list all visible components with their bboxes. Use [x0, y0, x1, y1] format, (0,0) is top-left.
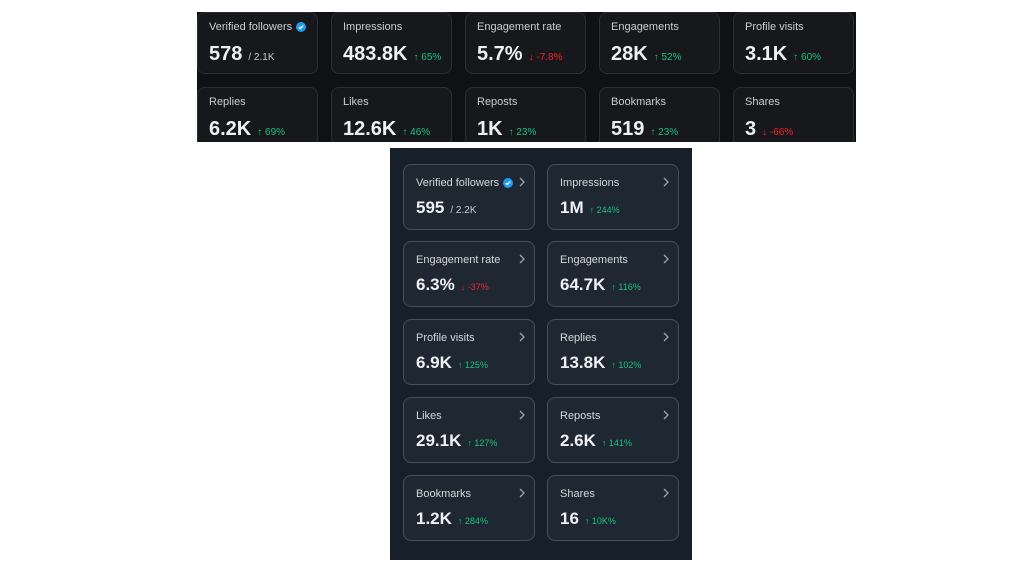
metric-label: Engagement rate	[416, 254, 501, 266]
metric-label: Shares	[560, 488, 595, 500]
chevron-right-icon	[663, 488, 669, 498]
metric-card-profile-visits[interactable]: Profile visits 3.1K ↑ 60%	[733, 12, 854, 74]
metric-label: Likes	[343, 96, 369, 108]
metric-delta: ↓ -7.8%	[528, 52, 563, 63]
metric-card-bookmarks[interactable]: Bookmarks 1.2K ↑ 284%	[403, 475, 535, 541]
metric-card-engagement-rate[interactable]: Engagement rate 6.3% ↓ -37%	[403, 241, 535, 307]
metric-value: 29.1K	[416, 431, 462, 450]
metric-delta: ↑ 23%	[508, 127, 537, 138]
metric-value: 16	[560, 509, 579, 528]
metric-total: / 2.1K	[248, 52, 275, 63]
metric-card-engagements[interactable]: Engagements 28K ↑ 52%	[599, 12, 720, 74]
metric-label: Shares	[745, 96, 780, 108]
metric-label: Verified followers	[416, 177, 500, 189]
metric-label: Reposts	[477, 96, 518, 108]
chevron-right-icon	[519, 177, 525, 187]
metric-value: 519	[611, 118, 645, 140]
metric-label: Profile visits	[745, 21, 804, 33]
metric-value: 6.2K	[209, 118, 252, 140]
verified-badge-icon	[296, 22, 307, 32]
metric-value: 3.1K	[745, 43, 788, 65]
metric-delta: ↑ 69%	[257, 127, 286, 138]
metric-value: 28K	[611, 43, 648, 65]
metric-label: Bookmarks	[611, 96, 667, 108]
metric-label: Verified followers	[209, 21, 293, 33]
metric-card-replies[interactable]: Replies 6.2K ↑ 69%	[197, 87, 318, 142]
metric-label: Replies	[560, 332, 597, 344]
chevron-right-icon	[663, 254, 669, 264]
metric-delta: ↑ 127%	[467, 438, 498, 448]
metric-card-impressions[interactable]: Impressions 483.8K ↑ 65%	[331, 12, 452, 74]
chevron-right-icon	[519, 488, 525, 498]
metric-label: Impressions	[343, 21, 403, 33]
chevron-right-icon	[519, 332, 525, 342]
metric-value: 578	[209, 43, 243, 65]
metric-card-profile-visits[interactable]: Profile visits 6.9K ↑ 125%	[403, 319, 535, 385]
metric-card-verified-followers[interactable]: Verified followers 578 / 2.1K	[197, 12, 318, 74]
metric-value: 1K	[477, 118, 503, 140]
analytics-panel-desktop: Verified followers 578 / 2.1K Impressions…	[197, 12, 856, 142]
metric-value: 64.7K	[560, 275, 606, 294]
metric-delta: ↑ 125%	[457, 360, 488, 370]
metric-label: Engagement rate	[477, 21, 562, 33]
metric-value: 595	[416, 198, 445, 217]
metric-delta: ↑ 10K%	[584, 516, 616, 526]
metric-value: 12.6K	[343, 118, 397, 140]
metric-delta: ↑ 284%	[457, 516, 488, 526]
metric-delta: ↑ 60%	[793, 52, 822, 63]
metric-card-bookmarks[interactable]: Bookmarks 519 ↑ 23%	[599, 87, 720, 142]
metric-card-impressions[interactable]: Impressions 1M ↑ 244%	[547, 164, 679, 230]
metric-label: Reposts	[560, 410, 601, 422]
metric-label: Bookmarks	[416, 488, 472, 500]
metric-label: Profile visits	[416, 332, 475, 344]
metric-delta: ↑ 65%	[413, 52, 442, 63]
metric-card-likes[interactable]: Likes 12.6K ↑ 46%	[331, 87, 452, 142]
chevron-right-icon	[663, 332, 669, 342]
metric-delta: ↑ 46%	[402, 127, 431, 138]
metric-card-verified-followers[interactable]: Verified followers 595 / 2.2K	[403, 164, 535, 230]
metric-label: Engagements	[560, 254, 628, 266]
chevron-right-icon	[519, 254, 525, 264]
chevron-right-icon	[663, 177, 669, 187]
metric-value: 13.8K	[560, 353, 606, 372]
metric-value: 6.9K	[416, 353, 452, 372]
metric-delta: ↑ 52%	[653, 52, 682, 63]
metric-delta: ↑ 244%	[589, 205, 620, 215]
metric-card-shares[interactable]: Shares 3 ↓ -66%	[733, 87, 854, 142]
metric-delta: ↑ 102%	[611, 360, 642, 370]
metric-label: Likes	[416, 410, 442, 422]
metric-card-reposts[interactable]: Reposts 2.6K ↑ 141%	[547, 397, 679, 463]
metric-value: 1M	[560, 198, 584, 217]
metric-value: 2.6K	[560, 431, 596, 450]
metric-label: Replies	[209, 96, 246, 108]
metric-card-likes[interactable]: Likes 29.1K ↑ 127%	[403, 397, 535, 463]
metric-value: 5.7%	[477, 43, 523, 65]
chevron-right-icon	[663, 410, 669, 420]
metric-value: 1.2K	[416, 509, 452, 528]
metric-delta: ↓ -66%	[762, 127, 794, 138]
metric-delta: ↑ 23%	[650, 127, 679, 138]
metric-card-shares[interactable]: Shares 16 ↑ 10K%	[547, 475, 679, 541]
chevron-right-icon	[519, 410, 525, 420]
metric-card-replies[interactable]: Replies 13.8K ↑ 102%	[547, 319, 679, 385]
metric-total: / 2.2K	[450, 205, 477, 216]
metric-label: Engagements	[611, 21, 679, 33]
metric-card-engagements[interactable]: Engagements 64.7K ↑ 116%	[547, 241, 679, 307]
metric-value: 483.8K	[343, 43, 408, 65]
metric-value: 6.3%	[416, 275, 455, 294]
metric-delta: ↑ 116%	[611, 282, 641, 292]
metric-delta: ↑ 141%	[601, 438, 632, 448]
metric-value: 3	[745, 118, 757, 140]
metric-delta: ↓ -37%	[460, 282, 489, 292]
metric-card-reposts[interactable]: Reposts 1K ↑ 23%	[465, 87, 586, 142]
metric-label: Impressions	[560, 177, 620, 189]
analytics-panel-mobile: Verified followers 595 / 2.2K Impressions…	[390, 148, 692, 560]
verified-badge-icon	[503, 178, 514, 188]
metric-card-engagement-rate[interactable]: Engagement rate 5.7% ↓ -7.8%	[465, 12, 586, 74]
